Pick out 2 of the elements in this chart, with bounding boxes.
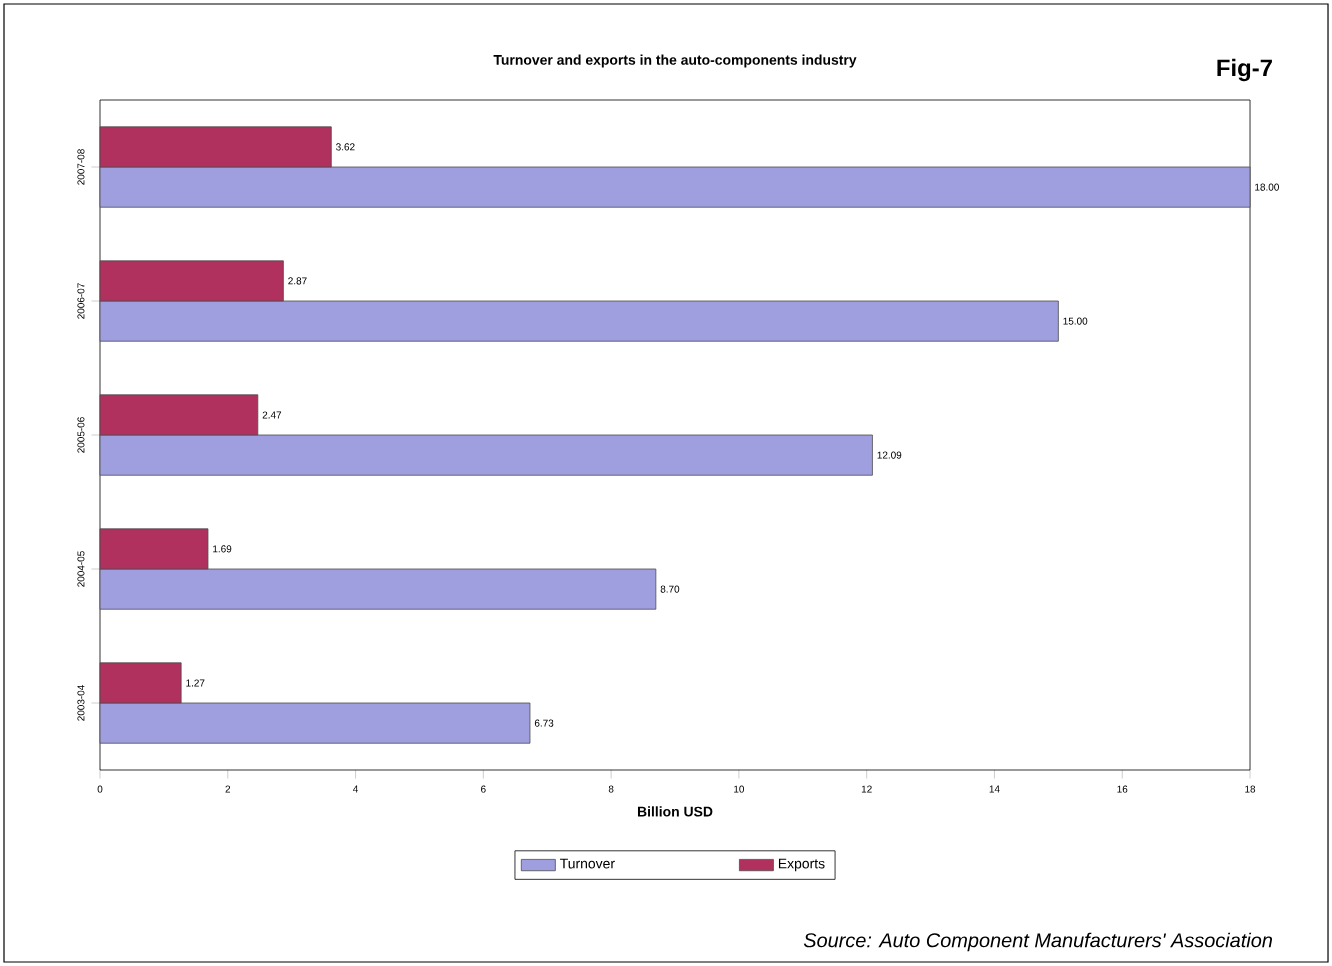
- source-note: Source: Auto Component Manufacturers' Association: [803, 932, 1273, 952]
- text: Fig-7: [1217, 58, 1272, 82]
